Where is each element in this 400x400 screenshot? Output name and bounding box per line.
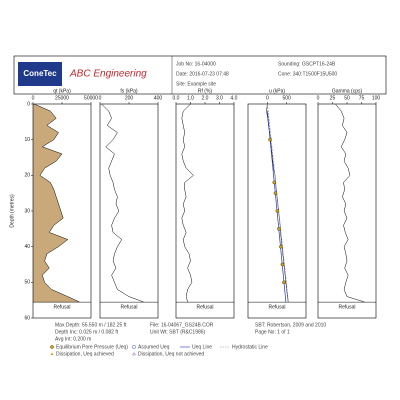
ueq-marker bbox=[268, 137, 272, 142]
legend-diss-not-symbol bbox=[132, 352, 136, 356]
ueq-marker bbox=[273, 191, 278, 195]
sbt: SBT: Robertson, 2009 and 2010 bbox=[255, 322, 326, 328]
legend-diss-symbol bbox=[50, 352, 54, 355]
x-tick-label: 100 bbox=[372, 95, 381, 101]
x-tick-label: 3.0 bbox=[216, 95, 223, 101]
x-tick-label: 500 bbox=[282, 95, 291, 101]
ueq-marker bbox=[280, 262, 285, 267]
profile-line bbox=[266, 103, 289, 302]
avg-int: Avg Int: 0.200 m bbox=[55, 336, 91, 342]
refusal-label: Refusal bbox=[269, 304, 286, 310]
x-tick-label: 400 bbox=[154, 95, 163, 101]
x-tick-label: 75 bbox=[359, 95, 365, 101]
legend-ueq-line: Ueq Line bbox=[192, 344, 212, 350]
y-tick-label: 10 bbox=[24, 137, 30, 143]
panel-title: fs (kPa) bbox=[120, 88, 138, 94]
legend-hydro: Hydrostatic Line bbox=[232, 344, 268, 350]
legend-assumed-symbol bbox=[132, 345, 136, 349]
ueq-marker bbox=[277, 227, 281, 231]
profile-line bbox=[101, 103, 144, 303]
ueq-marker bbox=[282, 280, 286, 285]
panel-frame bbox=[32, 103, 92, 319]
ueq-marker bbox=[275, 209, 280, 213]
cone: Cone: 340:T1500F15U500 bbox=[278, 71, 337, 77]
x-tick-label: 0 bbox=[317, 95, 320, 101]
file: File: 16-04067_GS24B.COR bbox=[150, 322, 214, 328]
sounding: Sounding: GSCPT16-24B bbox=[278, 61, 336, 67]
y-axis-label: Depth (metres) bbox=[9, 194, 15, 228]
ueq-marker bbox=[272, 180, 277, 185]
legend-diss: Dissipation, Ueq achieved bbox=[56, 351, 114, 357]
refusal-label: Refusal bbox=[54, 304, 71, 310]
y-tick-label: 30 bbox=[24, 208, 30, 214]
max-depth: Max Depth: 55.550 m / 182.25 ft bbox=[55, 322, 127, 328]
page: Page No: 1 of 1 bbox=[255, 329, 290, 335]
x-tick-label: 200 bbox=[125, 95, 134, 101]
x-tick-label: 4.0 bbox=[231, 95, 238, 101]
panel-title: Gamma (cps) bbox=[332, 88, 363, 94]
x-tick-label: 25 bbox=[330, 95, 336, 101]
x-tick-label: 50 bbox=[344, 95, 350, 101]
legend-ueq: Equilibrium Pore Pressure (Ueq) bbox=[56, 344, 128, 350]
profile-line bbox=[34, 103, 80, 303]
x-tick-label: 0 bbox=[99, 95, 102, 101]
y-tick-label: 20 bbox=[24, 173, 30, 179]
legend-diss-not: Dissipation, Ueq not achieved bbox=[138, 351, 204, 357]
y-tick-label: 40 bbox=[24, 244, 30, 250]
x-tick-label: 0.0 bbox=[173, 95, 180, 101]
refusal-label: Refusal bbox=[339, 304, 356, 310]
legend-assumed: Assumed Ueq bbox=[138, 344, 170, 350]
panel-title: qt (kPa) bbox=[53, 88, 71, 94]
panel-frame bbox=[99, 103, 159, 319]
panel-frame bbox=[247, 103, 307, 319]
x-tick-label: 0 bbox=[266, 95, 269, 101]
y-tick-label: 50 bbox=[24, 280, 30, 286]
refusal-label: Refusal bbox=[197, 304, 214, 310]
profile-fill bbox=[33, 104, 80, 302]
y-tick-label: 60 bbox=[24, 315, 30, 321]
site: Site: Example site bbox=[176, 81, 216, 87]
profile-line bbox=[335, 103, 365, 303]
x-tick-label: 2.0 bbox=[202, 95, 209, 101]
profile-line bbox=[181, 103, 194, 303]
ueq-marker bbox=[279, 244, 283, 249]
panel-title: u (kPa) bbox=[269, 88, 285, 94]
date: Date: 2016-07-23 07:48 bbox=[176, 71, 229, 77]
legend-ueq-symbol bbox=[50, 345, 54, 349]
profile-line bbox=[266, 111, 287, 302]
x-tick-label: 25000 bbox=[55, 95, 69, 101]
job: Job No: 16-04000 bbox=[176, 61, 216, 67]
refusal-label: Refusal bbox=[121, 304, 138, 310]
y-tick-label: 0 bbox=[27, 101, 30, 107]
panel-frame bbox=[317, 103, 377, 319]
logo: ConeTec bbox=[23, 69, 57, 78]
x-tick-label: 50000 bbox=[84, 95, 98, 101]
panel-title: Rf (%) bbox=[198, 88, 213, 94]
header-frame bbox=[13, 55, 387, 95]
panel-frame bbox=[175, 103, 235, 319]
x-tick-label: 0 bbox=[32, 95, 35, 101]
unit-wt: Unit Wt: SBT (R&C1986) bbox=[150, 329, 206, 335]
depth-inc: Depth Inc: 0.025 m / 0.082 ft bbox=[55, 329, 119, 335]
x-tick-label: 1.0 bbox=[187, 95, 194, 101]
company: ABC Engineering bbox=[69, 69, 147, 80]
logo-box bbox=[18, 62, 62, 86]
